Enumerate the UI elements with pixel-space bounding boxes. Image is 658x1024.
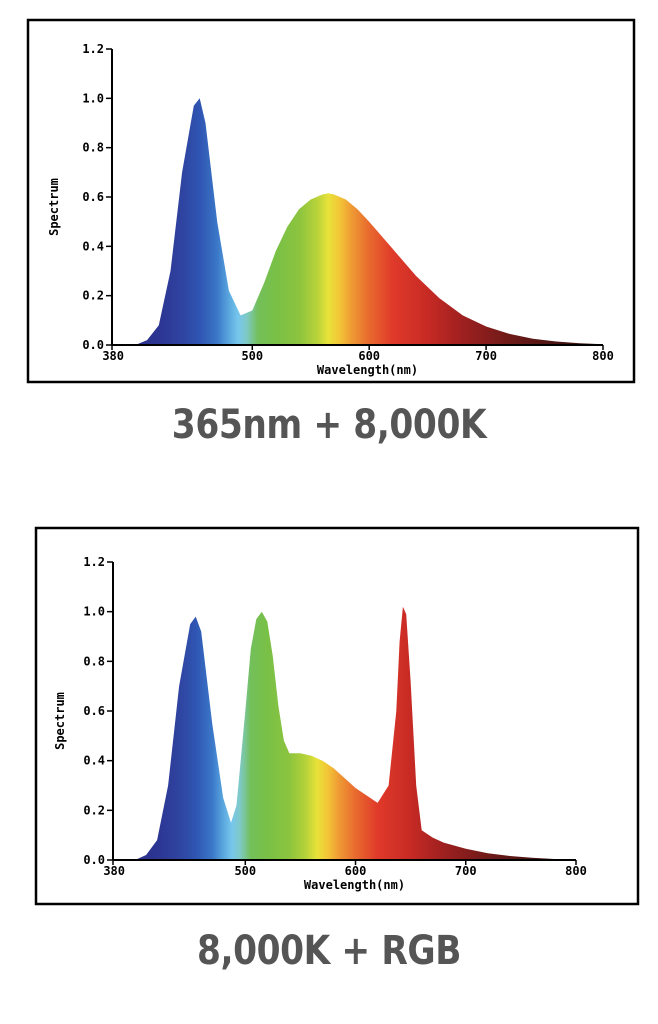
y-tick-label: 0.8: [83, 654, 105, 668]
y-tick-label: 0.0: [83, 853, 105, 867]
y-tick-label: 0.8: [82, 141, 104, 155]
x-tick-label: 500: [241, 349, 263, 363]
y-tick-label: 0.4: [83, 754, 105, 768]
spectrum-chart-2: 0.0 0.2 0.4 0.6 0.8 1.0 1.2 380 500 600 700 800 Wave…: [34, 526, 640, 906]
chart-caption-2: 8,000K + RGB: [196, 928, 462, 974]
x-tick-label: 380: [103, 864, 125, 878]
y-tick-label: 0.6: [82, 190, 104, 204]
y-axis-label: Spectrum: [47, 178, 61, 236]
x-tick-label: 500: [234, 864, 256, 878]
spectrum-area: [112, 98, 603, 345]
x-axis-label: Wavelength(nm): [317, 363, 418, 377]
spectrum-chart-1: 0.0 0.2 0.4 0.6 0.8 1.0 1.2 380 500 600 700 800 Wave…: [26, 18, 636, 384]
x-axis-label: Wavelength(nm): [304, 878, 405, 892]
y-tick-label: 0.2: [83, 803, 105, 817]
x-tick-label: 700: [455, 864, 477, 878]
spectrum-area: [113, 606, 576, 860]
x-tick-label: 600: [345, 864, 367, 878]
y-tick-label: 1.0: [82, 91, 104, 105]
x-tick-label: 380: [102, 349, 124, 363]
x-tick-label: 600: [358, 349, 380, 363]
y-tick-label: 0.0: [82, 338, 104, 352]
x-tick-label: 700: [475, 349, 497, 363]
y-tick-label: 0.6: [83, 704, 105, 718]
y-tick-label: 1.2: [82, 42, 104, 56]
x-tick-label: 800: [565, 864, 587, 878]
y-tick-label: 0.2: [82, 289, 104, 303]
y-tick-label: 1.0: [83, 605, 105, 619]
x-tick-label: 800: [592, 349, 614, 363]
y-axis-label: Spectrum: [53, 692, 67, 750]
chart-caption-1: 365nm + 8,000K: [171, 402, 487, 448]
y-tick-label: 1.2: [83, 555, 105, 569]
y-tick-label: 0.4: [82, 239, 104, 253]
chart-panel-1: 0.0 0.2 0.4 0.6 0.8 1.0 1.2 380 500 600 700 800 Wave…: [0, 0, 658, 470]
